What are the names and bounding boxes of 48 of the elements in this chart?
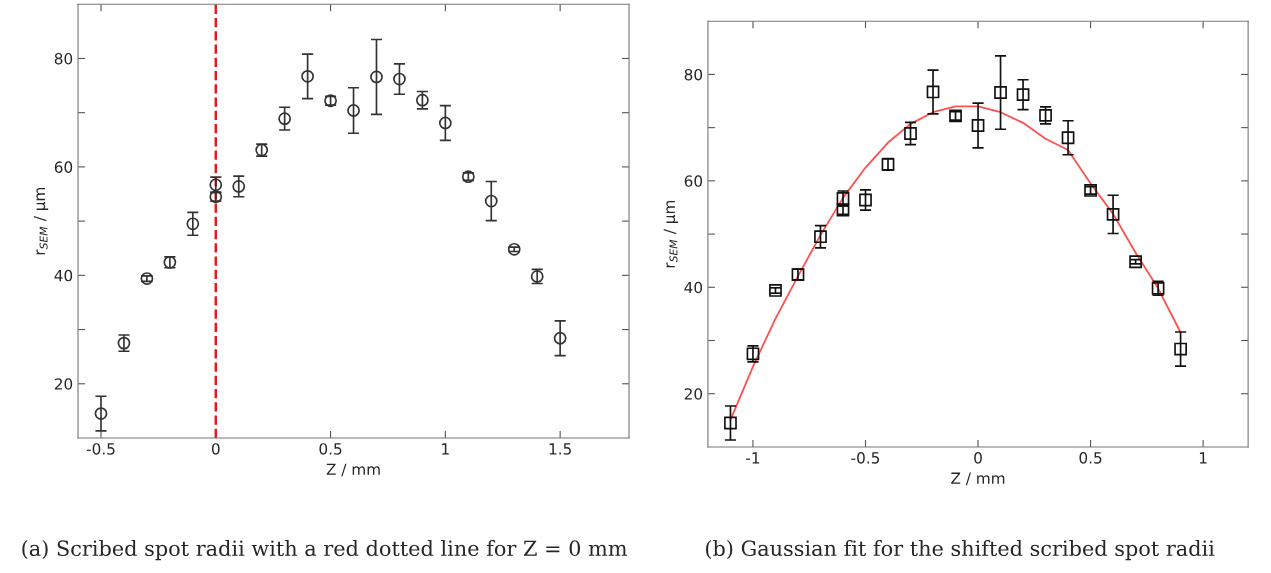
x-axis-title: Z / mm	[951, 472, 1005, 486]
y-tick-label: 80	[54, 52, 73, 65]
point	[971, 119, 985, 132]
point	[507, 242, 521, 256]
x-tick-label: 1.5	[549, 443, 571, 455]
y-tick-label: 40	[684, 281, 703, 294]
point	[1129, 255, 1142, 269]
x-tick-label: 0	[211, 443, 220, 455]
x-tick-label: -0.5	[86, 443, 115, 455]
y-axis-title: r$_{SEM}$ / µm	[663, 200, 679, 268]
point	[553, 331, 567, 345]
y-tick-label: 20	[54, 378, 73, 390]
y-tick-label: 60	[54, 161, 73, 173]
x-tick-label: 1	[442, 443, 449, 455]
x-tick-label: -0.5	[851, 452, 880, 464]
point	[859, 193, 872, 207]
point	[278, 112, 292, 126]
point	[232, 180, 246, 193]
point	[814, 230, 827, 244]
point	[1061, 131, 1075, 145]
y-tick-label: 40	[54, 269, 73, 282]
x-tick-label: 0	[974, 452, 982, 464]
point	[393, 72, 406, 86]
point	[94, 407, 108, 420]
y-axis-title: r$_{SEM}$ / µm	[33, 187, 49, 255]
point	[904, 127, 917, 140]
text: (b) Gaussian fit for the shifted scribed spot radii	[706, 540, 1215, 561]
point	[438, 116, 452, 130]
point	[1016, 88, 1030, 102]
point	[1106, 207, 1120, 221]
point	[926, 85, 940, 99]
point	[1174, 342, 1187, 356]
x-tick-label: 0.5	[319, 443, 342, 455]
point	[301, 69, 315, 83]
point	[347, 104, 360, 117]
y-tick-label: 60	[684, 175, 703, 187]
point	[370, 70, 383, 84]
x-tick-label: -1	[746, 452, 760, 464]
y-tick-label: 20	[684, 388, 703, 400]
point	[724, 416, 737, 430]
point	[994, 86, 1007, 99]
x-tick-label: 1	[1199, 452, 1207, 464]
y-tick-label: 80	[684, 68, 703, 81]
point	[186, 217, 200, 231]
text: (a) Scribed spot radii with a red dotted line for Z = 0 mm	[22, 540, 627, 561]
x-axis-title: Z / mm	[326, 463, 380, 477]
x-tick-label: 0.5	[1079, 452, 1102, 464]
point	[484, 194, 498, 208]
